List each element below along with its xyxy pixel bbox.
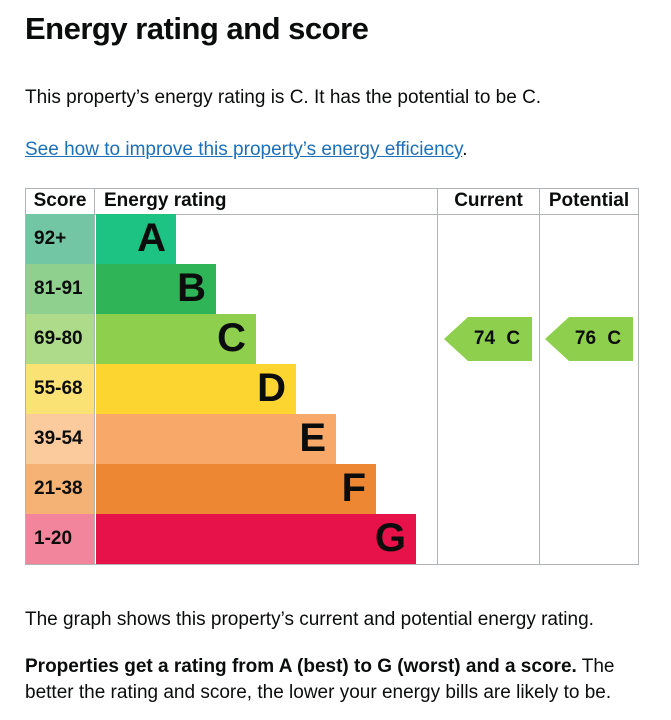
band-row-d: 55-68 D <box>26 364 638 414</box>
score-column-divider <box>94 189 95 564</box>
column-header-score: Score <box>33 190 87 211</box>
improvement-link-line: See how to improve this property’s energ… <box>25 137 646 162</box>
improve-efficiency-link[interactable]: See how to improve this property’s energ… <box>25 139 463 160</box>
potential-column-divider <box>539 189 540 564</box>
score-range-c: 69-80 <box>26 314 94 364</box>
rating-explanation: Properties get a rating from A (best) to… <box>25 654 643 706</box>
score-range-e: 39-54 <box>26 414 94 464</box>
current-column-divider <box>437 189 438 564</box>
rating-explanation-bold: Properties get a rating from A (best) to… <box>25 656 577 677</box>
score-range-a: 92+ <box>26 214 94 264</box>
rating-bar-e: E <box>96 414 336 464</box>
rating-bar-g: G <box>96 514 416 564</box>
rating-explanation-rest: The better the rating and score, the low… <box>25 656 615 703</box>
rating-bar-a: A <box>96 214 176 264</box>
score-range-d: 55-68 <box>26 364 94 414</box>
band-row-a: 92+ A <box>26 214 638 264</box>
link-period: . <box>462 139 468 160</box>
rating-bar-c: C <box>96 314 256 364</box>
band-row-b: 81-91 B <box>26 264 638 314</box>
column-header-rating: Energy rating <box>104 190 227 211</box>
page-title: Energy rating and score <box>25 11 369 46</box>
score-range-b: 81-91 <box>26 264 94 314</box>
rating-bar-b: B <box>96 264 216 314</box>
chart-caption: The graph shows this property’s current … <box>25 609 594 630</box>
score-range-f: 21-38 <box>26 464 94 514</box>
rating-bar-d: D <box>96 364 296 414</box>
header-divider <box>26 214 638 215</box>
epc-chart: Score Energy rating Current Potential 92… <box>25 188 639 565</box>
rating-bar-f: F <box>96 464 376 514</box>
band-row-f: 21-38 F <box>26 464 638 514</box>
band-row-e: 39-54 E <box>26 414 638 464</box>
column-header-current: Current <box>454 190 523 211</box>
band-row-g: 1-20 G <box>26 514 638 564</box>
rating-summary-text: This property’s energy rating is C. It h… <box>25 87 542 108</box>
column-header-potential: Potential <box>548 190 630 211</box>
score-range-g: 1-20 <box>26 514 94 564</box>
band-row-c: 69-80 C <box>26 314 638 364</box>
